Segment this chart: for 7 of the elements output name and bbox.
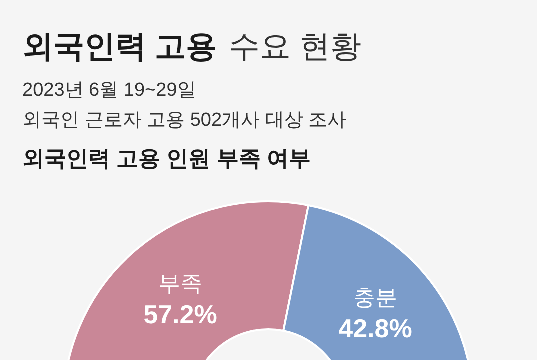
text: 외국인력 고용 인원 부족 여부 bbox=[22, 146, 311, 171]
chart-subtitle: 2023년 6월 19~29일 외국인 근로자 고용 502개사 대상 조사 bbox=[22, 80, 347, 131]
chart-title: 외국인력 고용 수요 현황 bbox=[22, 29, 362, 64]
data-label: 42.8% bbox=[338, 314, 412, 344]
slice-label: 충분 bbox=[354, 285, 398, 310]
data-label: 57.2% bbox=[144, 300, 218, 330]
slice-label: 부족 bbox=[158, 271, 202, 296]
